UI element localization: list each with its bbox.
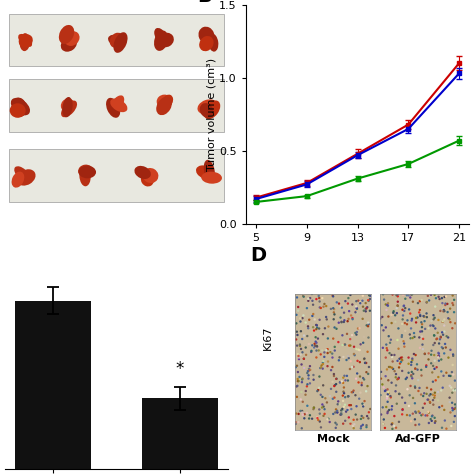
Ellipse shape bbox=[157, 95, 172, 109]
Ellipse shape bbox=[59, 25, 74, 44]
Ellipse shape bbox=[61, 99, 75, 112]
Ellipse shape bbox=[154, 28, 167, 44]
Bar bbox=[9, 13, 224, 66]
Ellipse shape bbox=[61, 37, 77, 52]
Ellipse shape bbox=[199, 36, 214, 51]
Ellipse shape bbox=[110, 99, 128, 112]
Text: Ki67: Ki67 bbox=[263, 326, 273, 350]
Ellipse shape bbox=[11, 98, 30, 115]
Ellipse shape bbox=[204, 160, 215, 181]
Ellipse shape bbox=[135, 166, 151, 179]
Bar bbox=[9, 79, 224, 132]
Ellipse shape bbox=[143, 168, 158, 183]
Ellipse shape bbox=[9, 103, 26, 118]
Ellipse shape bbox=[113, 32, 128, 53]
Ellipse shape bbox=[11, 172, 24, 188]
Ellipse shape bbox=[108, 35, 125, 46]
Ellipse shape bbox=[62, 97, 73, 117]
Ellipse shape bbox=[109, 33, 123, 48]
Ellipse shape bbox=[79, 166, 96, 178]
Bar bbox=[142, 399, 218, 469]
Ellipse shape bbox=[106, 98, 120, 118]
Ellipse shape bbox=[201, 172, 222, 184]
Ellipse shape bbox=[199, 27, 214, 44]
Ellipse shape bbox=[14, 166, 30, 181]
Ellipse shape bbox=[109, 95, 124, 114]
Text: D: D bbox=[250, 246, 266, 265]
Ellipse shape bbox=[162, 95, 173, 108]
Ellipse shape bbox=[78, 164, 93, 177]
Text: B: B bbox=[197, 0, 211, 6]
Ellipse shape bbox=[64, 31, 80, 46]
Text: *: * bbox=[176, 360, 184, 378]
Ellipse shape bbox=[198, 100, 218, 114]
Ellipse shape bbox=[204, 100, 220, 119]
Ellipse shape bbox=[200, 103, 213, 118]
Ellipse shape bbox=[79, 165, 91, 186]
Ellipse shape bbox=[158, 33, 174, 47]
Ellipse shape bbox=[141, 173, 154, 186]
Ellipse shape bbox=[19, 33, 30, 51]
Y-axis label: Tumor volume (cm³): Tumor volume (cm³) bbox=[207, 58, 217, 171]
Ellipse shape bbox=[18, 34, 33, 47]
Ellipse shape bbox=[208, 34, 219, 52]
Ellipse shape bbox=[17, 169, 36, 186]
Ellipse shape bbox=[18, 34, 32, 47]
Ellipse shape bbox=[12, 98, 27, 117]
Ellipse shape bbox=[156, 97, 172, 115]
Bar bbox=[9, 149, 224, 202]
Ellipse shape bbox=[196, 165, 214, 179]
Ellipse shape bbox=[61, 100, 77, 117]
Ellipse shape bbox=[154, 30, 168, 51]
Bar bbox=[15, 301, 91, 469]
